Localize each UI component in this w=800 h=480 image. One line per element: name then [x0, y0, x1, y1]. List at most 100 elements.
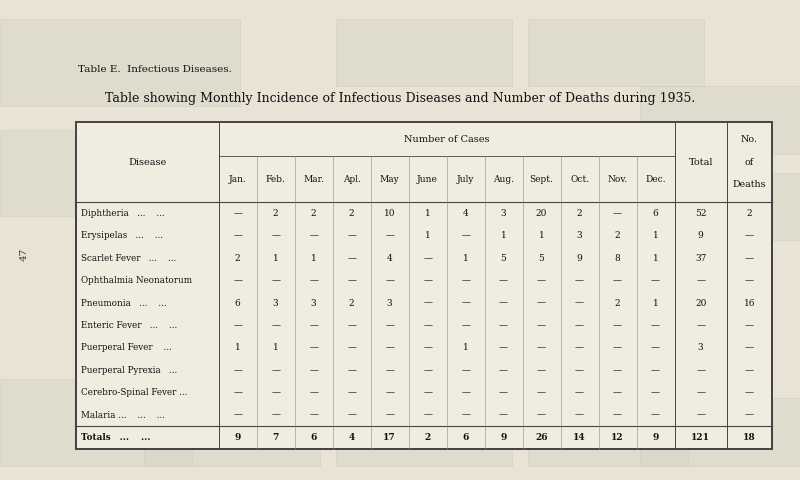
- Text: —: —: [499, 366, 508, 375]
- Text: —: —: [385, 344, 394, 352]
- Text: —: —: [233, 388, 242, 397]
- Text: —: —: [613, 209, 622, 218]
- Text: —: —: [347, 321, 356, 330]
- Text: —: —: [461, 411, 470, 420]
- Text: Enteric Fever   ...    ...: Enteric Fever ... ...: [81, 321, 177, 330]
- Text: —: —: [499, 276, 508, 285]
- Text: 1: 1: [273, 344, 278, 352]
- Text: —: —: [423, 321, 432, 330]
- Text: —: —: [745, 411, 754, 420]
- Text: Mar.: Mar.: [303, 175, 324, 184]
- Text: —: —: [499, 388, 508, 397]
- Text: 3: 3: [387, 299, 393, 308]
- Text: —: —: [696, 388, 705, 397]
- Text: 26: 26: [535, 433, 548, 442]
- Text: —: —: [233, 321, 242, 330]
- Text: —: —: [613, 411, 622, 420]
- Text: —: —: [696, 366, 705, 375]
- Text: No.: No.: [741, 135, 758, 144]
- Text: —: —: [696, 276, 705, 285]
- Text: —: —: [271, 411, 280, 420]
- Text: 37: 37: [695, 254, 706, 263]
- Text: —: —: [696, 411, 705, 420]
- Text: Apl.: Apl.: [342, 175, 361, 184]
- Text: —: —: [575, 344, 584, 352]
- Text: Disease: Disease: [128, 158, 166, 167]
- Text: Diphtheria   ...    ...: Diphtheria ... ...: [81, 209, 165, 218]
- Text: 3: 3: [273, 299, 278, 308]
- Text: —: —: [423, 276, 432, 285]
- Text: —: —: [613, 321, 622, 330]
- Text: 2: 2: [273, 209, 278, 218]
- Text: Cerebro-Spinal Fever ...: Cerebro-Spinal Fever ...: [81, 388, 187, 397]
- Text: 9: 9: [234, 433, 241, 442]
- Text: —: —: [651, 388, 660, 397]
- Text: July: July: [457, 175, 474, 184]
- Text: 18: 18: [743, 433, 756, 442]
- Text: 5: 5: [501, 254, 506, 263]
- Text: 52: 52: [695, 209, 706, 218]
- Text: —: —: [347, 366, 356, 375]
- Text: Puerperal Fever    ...: Puerperal Fever ...: [81, 344, 172, 352]
- Text: 3: 3: [501, 209, 506, 218]
- Text: Malaria ...    ...    ...: Malaria ... ... ...: [81, 411, 165, 420]
- Text: Jan.: Jan.: [229, 175, 246, 184]
- Text: Ophthalmia Neonatorum: Ophthalmia Neonatorum: [81, 276, 192, 285]
- Text: —: —: [233, 411, 242, 420]
- Text: —: —: [233, 209, 242, 218]
- Text: 1: 1: [235, 344, 241, 352]
- Text: Aug.: Aug.: [493, 175, 514, 184]
- Text: —: —: [651, 411, 660, 420]
- Text: —: —: [423, 366, 432, 375]
- Text: —: —: [347, 388, 356, 397]
- Text: —: —: [613, 344, 622, 352]
- Text: —: —: [745, 366, 754, 375]
- Text: —: —: [651, 366, 660, 375]
- Text: —: —: [613, 388, 622, 397]
- Text: —: —: [537, 299, 546, 308]
- Text: —: —: [537, 411, 546, 420]
- Text: 20: 20: [536, 209, 547, 218]
- Text: May: May: [380, 175, 399, 184]
- Text: —: —: [423, 411, 432, 420]
- Text: 9: 9: [652, 433, 658, 442]
- Text: —: —: [745, 388, 754, 397]
- Text: Pneumonia   ...    ...: Pneumonia ... ...: [81, 299, 166, 308]
- Text: —: —: [461, 299, 470, 308]
- Text: —: —: [575, 299, 584, 308]
- Text: —: —: [537, 276, 546, 285]
- Text: —: —: [385, 231, 394, 240]
- Text: —: —: [347, 231, 356, 240]
- Text: —: —: [309, 366, 318, 375]
- Text: 9: 9: [698, 231, 703, 240]
- Text: —: —: [651, 344, 660, 352]
- Text: 1: 1: [653, 299, 658, 308]
- Text: Deaths: Deaths: [733, 180, 766, 189]
- Text: 1: 1: [462, 254, 469, 263]
- Text: Totals   ...    ...: Totals ... ...: [81, 433, 150, 442]
- Text: —: —: [575, 366, 584, 375]
- Text: 10: 10: [384, 209, 395, 218]
- Text: —: —: [423, 299, 432, 308]
- Text: Table E.  Infectious Diseases.: Table E. Infectious Diseases.: [78, 65, 232, 74]
- Text: 16: 16: [744, 299, 755, 308]
- Text: —: —: [613, 366, 622, 375]
- Text: —: —: [271, 276, 280, 285]
- Text: —: —: [696, 321, 705, 330]
- Text: Table showing Monthly Incidence of Infectious Diseases and Number of Deaths duri: Table showing Monthly Incidence of Infec…: [105, 92, 695, 105]
- Text: 1: 1: [310, 254, 317, 263]
- Text: Erysipelas   ...    ...: Erysipelas ... ...: [81, 231, 163, 240]
- Text: 17: 17: [383, 433, 396, 442]
- Text: 2: 2: [349, 299, 354, 308]
- Text: —: —: [537, 321, 546, 330]
- Text: —: —: [309, 276, 318, 285]
- Text: —: —: [309, 321, 318, 330]
- Text: 3: 3: [311, 299, 317, 308]
- Text: —: —: [745, 231, 754, 240]
- Text: —: —: [309, 411, 318, 420]
- Text: —: —: [385, 411, 394, 420]
- Text: —: —: [461, 231, 470, 240]
- Text: 2: 2: [235, 254, 241, 263]
- Text: 1: 1: [538, 231, 545, 240]
- Text: 2: 2: [349, 209, 354, 218]
